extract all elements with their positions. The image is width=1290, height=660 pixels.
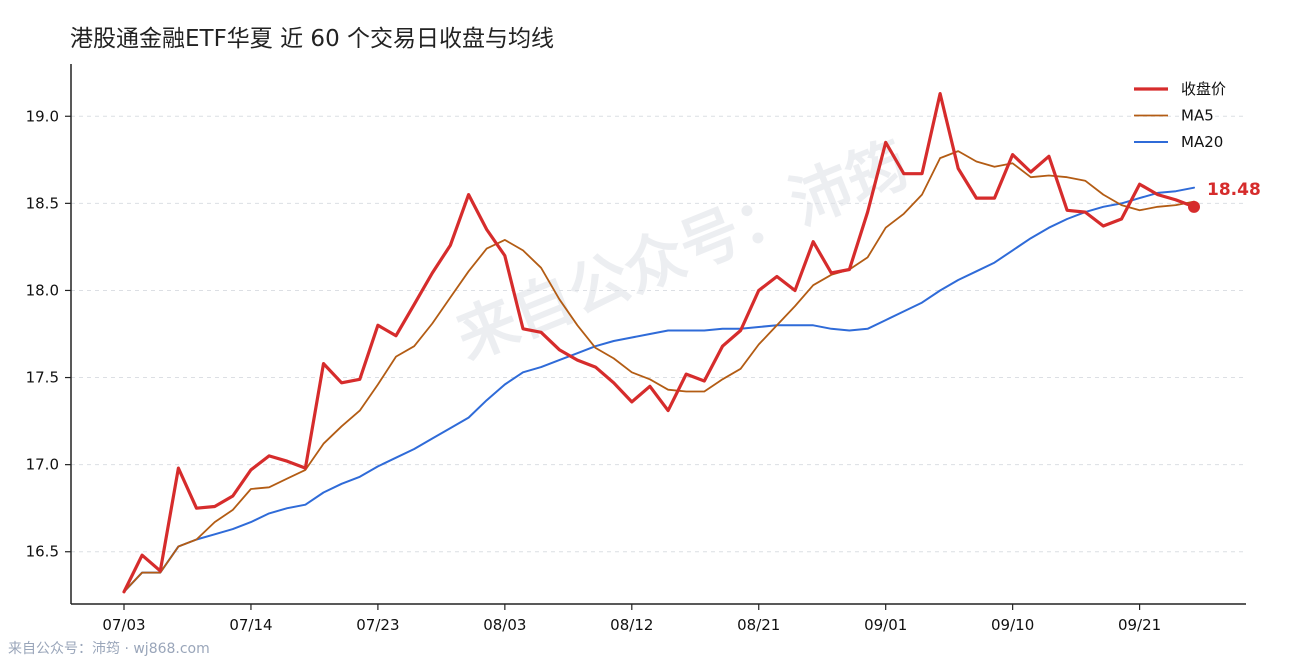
legend-label: 收盘价 [1181,80,1226,98]
y-ticks: 16.5 17.0 17.5 18.0 18.5 19.0 [26,107,71,561]
footer-text: 来自公众号：沛筠 · wj868.com [8,640,210,657]
legend-label: MA20 [1181,133,1223,151]
series [122,91,1196,594]
y-tick-label: 17.5 [26,369,59,387]
last-value-marker: 18.48 [1188,180,1261,213]
legend-label: MA5 [1181,107,1214,125]
x-tick-label: 08/03 [483,616,526,634]
x-tick-label: 08/12 [610,616,653,634]
series-line-MA20 [123,186,1195,593]
gridlines [71,115,1246,553]
y-tick-label: 17.0 [26,456,59,474]
y-tick-label: 19.0 [26,107,59,125]
x-tick-label: 07/14 [229,616,272,634]
y-tick-label: 18.0 [26,281,59,299]
x-tick-label: 08/21 [737,616,780,634]
watermark: 来自公众号：沛筠 [447,129,918,374]
y-tick-label: 18.5 [26,194,59,212]
watermark-text: 来自公众号：沛筠 [447,129,918,374]
last-close-label: 18.48 [1207,180,1261,200]
series-line-MA5 [123,150,1195,593]
axes [70,64,1246,605]
x-tick-label: 09/21 [1118,616,1161,634]
chart-title: 港股通金融ETF华夏 近 60 个交易日收盘与均线 [70,26,554,52]
x-tick-label: 09/01 [864,616,907,634]
last-close-dot [1188,200,1200,213]
x-ticks: 07/03 07/14 07/23 08/03 08/12 08/21 09/01 09/10… [102,604,1161,634]
series-line-收盘价 [122,91,1196,594]
legend: 收盘价 MA5 MA20 [1134,80,1226,151]
x-tick-label: 07/03 [102,616,145,634]
x-tick-label: 09/10 [991,616,1034,634]
y-tick-label: 16.5 [26,543,59,561]
x-tick-label: 07/23 [356,616,399,634]
